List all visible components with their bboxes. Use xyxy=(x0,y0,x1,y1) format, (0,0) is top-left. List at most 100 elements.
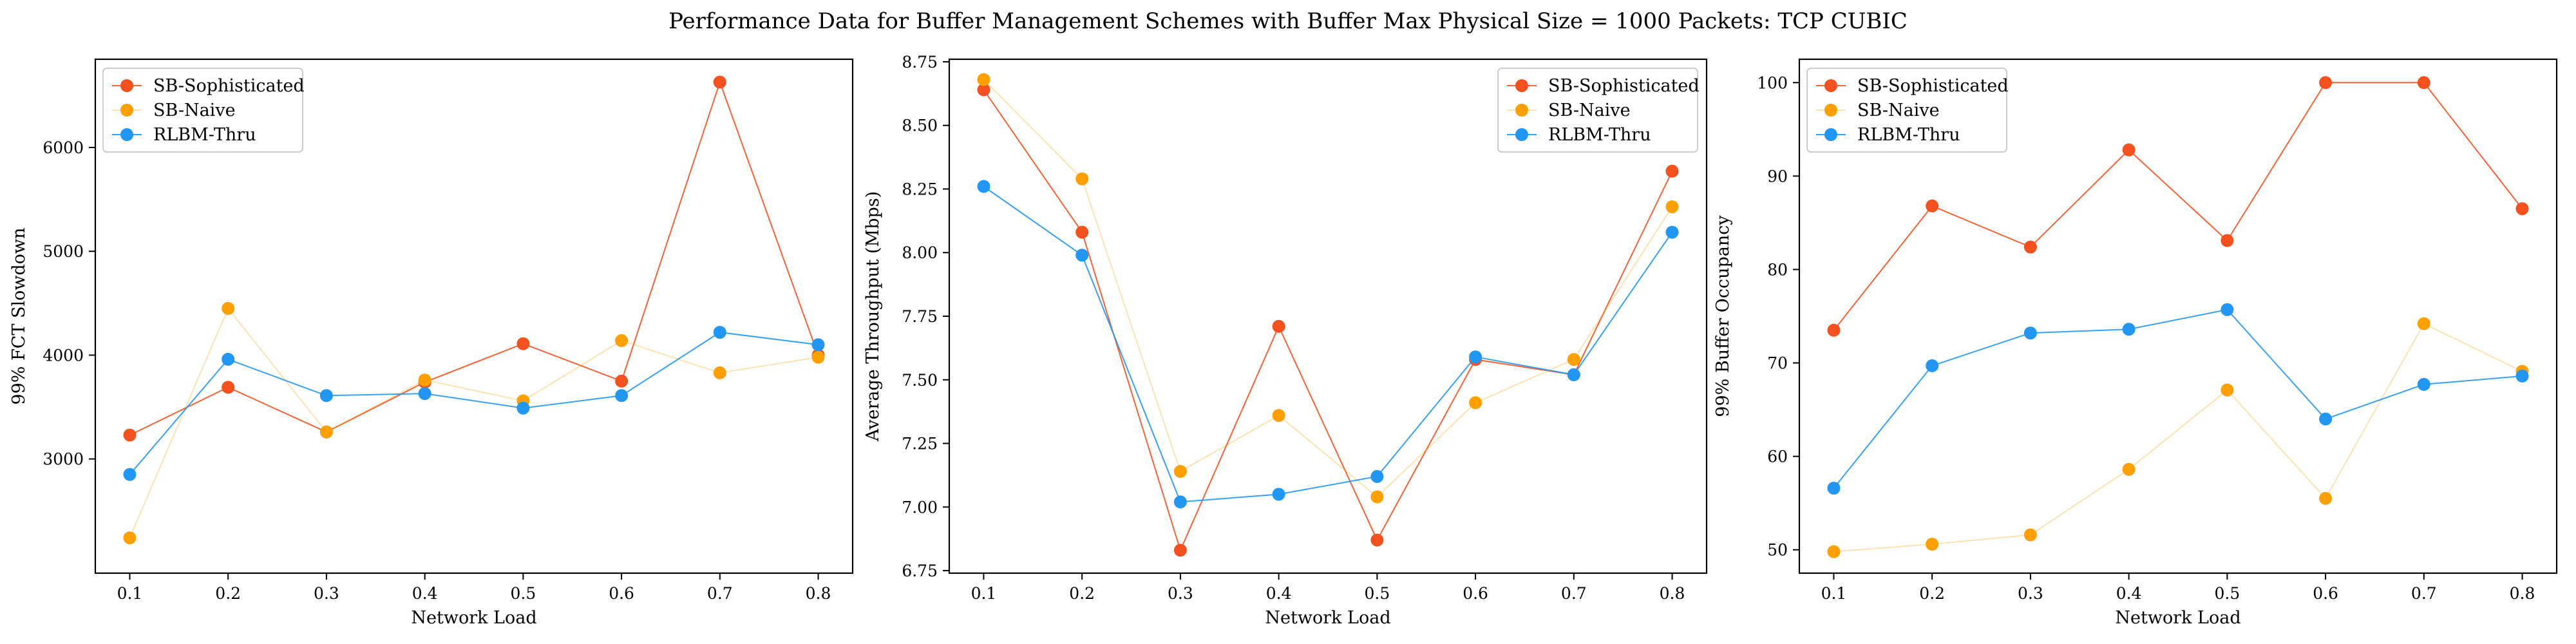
x-tick-label: 0.7 xyxy=(2411,584,2437,603)
data-point-rlbm-thru-1 xyxy=(123,468,137,481)
data-point-sb-sophisticated-6 xyxy=(2319,76,2333,90)
x-tick-label: 0.2 xyxy=(215,584,241,603)
y-tick-label: 100 xyxy=(1757,73,1788,92)
data-point-sb-naive-5 xyxy=(1370,490,1384,504)
legend-label-rlbm-thru: RLBM-Thru xyxy=(153,125,256,145)
series-line-sb-naive xyxy=(983,79,1673,498)
x-tick-label: 0.6 xyxy=(1463,584,1488,603)
data-point-sb-naive-6 xyxy=(615,334,629,347)
data-point-sb-naive-4 xyxy=(418,374,431,387)
data-point-sb-sophisticated-2 xyxy=(1075,225,1089,239)
data-point-rlbm-thru-1 xyxy=(1827,482,1841,495)
data-point-sb-sophisticated-3 xyxy=(2023,240,2037,254)
series-line-sb-naive xyxy=(129,307,819,538)
x-tick-label: 0.4 xyxy=(2116,584,2142,603)
data-point-sb-naive-3 xyxy=(2023,528,2037,542)
data-point-sb-naive-3 xyxy=(1173,465,1187,478)
data-point-rlbm-thru-4 xyxy=(2122,323,2136,336)
data-point-sb-sophisticated-5 xyxy=(1370,533,1384,547)
x-tick-label: 0.3 xyxy=(2018,584,2043,603)
y-tick-label: 6000 xyxy=(43,138,84,157)
data-point-rlbm-thru-5 xyxy=(1370,469,1384,483)
data-point-sb-naive-7 xyxy=(2417,317,2430,330)
legend-label-sb-sophisticated: SB-Sophisticated xyxy=(1548,76,1700,96)
x-tick-label: 0.5 xyxy=(510,584,536,603)
data-point-sb-naive-8 xyxy=(1665,200,1679,214)
y-tick-label: 50 xyxy=(1767,541,1788,560)
y-tick-label: 7.75 xyxy=(902,307,938,326)
legend-marker-rlbm-thru xyxy=(1824,128,1837,141)
legend-marker-rlbm-thru xyxy=(1515,128,1528,141)
data-point-rlbm-thru-6 xyxy=(1469,350,1482,364)
x-axis-label: Network Load xyxy=(411,608,536,628)
legend-box xyxy=(102,68,303,153)
data-point-rlbm-thru-3 xyxy=(319,389,333,402)
data-point-sb-sophisticated-5 xyxy=(2221,234,2234,247)
x-tick-label: 0.3 xyxy=(1168,584,1193,603)
data-point-rlbm-thru-3 xyxy=(2023,327,2037,340)
x-tick-label: 0.7 xyxy=(1561,584,1587,603)
data-point-sb-naive-6 xyxy=(1469,396,1482,410)
data-point-sb-naive-3 xyxy=(319,425,333,439)
x-tick-label: 0.8 xyxy=(1660,584,1685,603)
legend-marker-sb-sophisticated xyxy=(1824,79,1837,92)
data-point-rlbm-thru-8 xyxy=(1665,225,1679,239)
data-point-sb-sophisticated-3 xyxy=(1173,544,1187,557)
data-point-sb-sophisticated-7 xyxy=(2417,76,2430,90)
y-tick-label: 7.25 xyxy=(902,435,938,453)
data-point-sb-sophisticated-2 xyxy=(1926,199,1939,213)
x-tick-label: 0.4 xyxy=(1266,584,1292,603)
y-axis-label: Average Throughput (Mbps) xyxy=(863,191,883,442)
data-point-sb-sophisticated-4 xyxy=(1272,319,1285,333)
y-tick-label: 8.50 xyxy=(902,117,938,135)
y-tick-label: 8.00 xyxy=(902,243,938,262)
axes-frame xyxy=(1798,58,2558,574)
x-axis-label: Network Load xyxy=(1265,608,1390,628)
data-point-sb-naive-2 xyxy=(222,301,235,315)
data-point-sb-naive-1 xyxy=(123,531,137,545)
data-point-rlbm-thru-1 xyxy=(977,180,990,193)
data-point-sb-naive-4 xyxy=(1272,409,1285,422)
data-point-rlbm-thru-7 xyxy=(1567,368,1580,381)
data-point-sb-naive-7 xyxy=(713,366,726,379)
data-point-rlbm-thru-2 xyxy=(1075,249,1089,262)
data-point-sb-sophisticated-8 xyxy=(1665,164,1679,178)
y-axis-label: 99% FCT Slowdown xyxy=(9,227,29,404)
legend-label-rlbm-thru: RLBM-Thru xyxy=(1548,125,1651,145)
data-point-rlbm-thru-8 xyxy=(811,338,825,352)
x-tick-label: 0.7 xyxy=(707,584,733,603)
legend-box xyxy=(1806,68,2007,153)
data-point-sb-naive-2 xyxy=(1075,172,1089,185)
series-line-rlbm-thru xyxy=(1833,308,2523,489)
y-tick-label: 80 xyxy=(1767,260,1788,279)
y-tick-label: 70 xyxy=(1767,354,1788,373)
chart-panel-2: 0.1 0.2 0.3 0.4 0.5 0.6 0.7 0.8 6.75 7.00 7.25 7.50… xyxy=(863,53,1708,628)
series-line-rlbm-thru xyxy=(983,185,1673,503)
data-point-sb-sophisticated-1 xyxy=(123,428,137,442)
data-point-rlbm-thru-4 xyxy=(1272,488,1285,501)
legend-box xyxy=(1497,68,1698,153)
y-tick-label: 3000 xyxy=(43,450,84,469)
y-axis-label: 99% Buffer Occupancy xyxy=(1713,215,1733,417)
x-tick-label: 0.8 xyxy=(2510,584,2535,603)
data-point-rlbm-thru-3 xyxy=(1173,495,1187,509)
data-point-rlbm-thru-7 xyxy=(2417,377,2430,391)
data-point-sb-naive-1 xyxy=(977,73,990,86)
y-tick-label: 7.00 xyxy=(902,498,938,516)
data-point-sb-naive-6 xyxy=(2319,491,2333,505)
legend: SB-Sophisticated SB-Naive RLBM-Thru xyxy=(1497,68,1700,153)
y-tick-label: 8.75 xyxy=(902,53,938,71)
legend-marker-sb-sophisticated xyxy=(120,79,133,92)
data-point-sb-sophisticated-1 xyxy=(1827,323,1841,337)
chart-panels: 0.1 0.2 0.3 0.4 0.5 0.6 0.7 0.8 3000 4000 5000 6000… xyxy=(9,53,2558,628)
data-point-rlbm-thru-5 xyxy=(516,401,530,415)
legend-label-sb-sophisticated: SB-Sophisticated xyxy=(1857,76,2009,96)
data-point-sb-sophisticated-1 xyxy=(977,83,990,97)
y-tick-label: 4000 xyxy=(43,346,84,365)
x-tick-label: 0.1 xyxy=(971,584,997,603)
x-tick-label: 0.8 xyxy=(806,584,831,603)
series-line-sb-sophisticated xyxy=(129,81,819,436)
x-tick-label: 0.2 xyxy=(1919,584,1945,603)
data-point-sb-sophisticated-6 xyxy=(615,374,629,388)
